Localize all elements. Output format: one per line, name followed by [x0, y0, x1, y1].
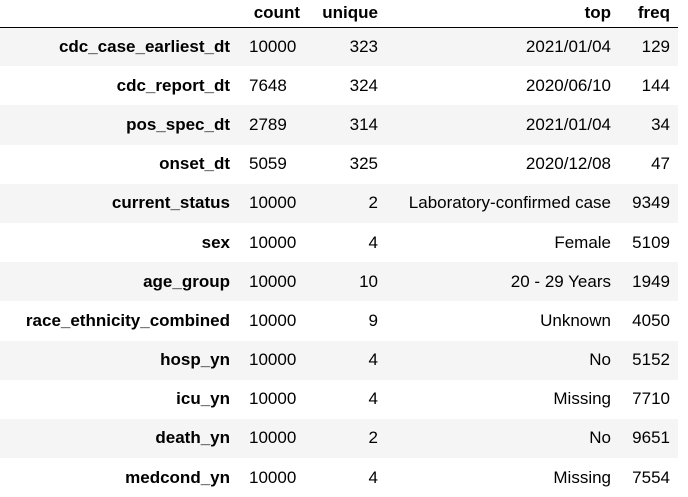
- table-header: count unique top freq: [0, 0, 678, 28]
- row-index-label: icu_yn: [176, 389, 230, 409]
- top-cell: 2020/06/10: [525, 75, 611, 95]
- count-cell: 10000: [249, 467, 297, 487]
- count-cell: 5059: [249, 154, 287, 174]
- unique-cell: 314: [349, 114, 378, 134]
- freq-cell: 34: [651, 114, 670, 134]
- table-row: age_group 10000 10 20 - 29 Years 1949: [0, 262, 678, 302]
- top-cell: No: [589, 350, 611, 370]
- top-cell: No: [589, 428, 611, 448]
- table-row: cdc_report_dt 7648 324 2020/06/10 144: [0, 66, 678, 106]
- count-cell: 10000: [249, 232, 297, 252]
- table-row: onset_dt 5059 325 2020/12/08 47: [0, 144, 678, 184]
- row-index-label: age_group: [143, 271, 230, 291]
- table-row: race_ethnicity_combined 10000 9 Unknown …: [0, 301, 678, 341]
- row-index-label: hosp_yn: [160, 350, 230, 370]
- table-body: cdc_case_earliest_dt 10000 323 2021/01/0…: [0, 27, 678, 497]
- top-cell: Female: [554, 232, 611, 252]
- table-row: cdc_case_earliest_dt 10000 323 2021/01/0…: [0, 27, 678, 67]
- freq-cell: 9349: [632, 193, 670, 213]
- freq-cell: 5152: [632, 350, 670, 370]
- column-header-unique: unique: [308, 0, 386, 28]
- count-cell: 10000: [249, 193, 297, 213]
- count-cell: 2789: [249, 114, 287, 134]
- top-cell: Unknown: [540, 310, 611, 330]
- unique-cell: 10: [359, 271, 378, 291]
- top-cell: Missing: [553, 467, 611, 487]
- column-header-freq: freq: [619, 0, 678, 28]
- row-index-label: cdc_case_earliest_dt: [58, 36, 230, 56]
- freq-cell: 47: [651, 154, 670, 174]
- freq-cell: 7554: [632, 467, 670, 487]
- table-row: medcond_yn 10000 4 Missing 7554: [0, 458, 678, 497]
- freq-cell: 4050: [632, 310, 670, 330]
- count-cell: 10000: [249, 350, 297, 370]
- unique-cell: 323: [349, 36, 378, 56]
- row-index-label: cdc_report_dt: [116, 75, 230, 95]
- row-index-label: death_yn: [155, 428, 230, 448]
- unique-cell: 9: [368, 310, 378, 330]
- row-index-label: medcond_yn: [125, 467, 230, 487]
- column-header-top: top: [386, 0, 619, 28]
- unique-cell: 325: [349, 154, 378, 174]
- row-index-label: race_ethnicity_combined: [25, 310, 230, 330]
- top-cell: 2020/12/08: [525, 154, 611, 174]
- top-cell: Missing: [553, 389, 611, 409]
- table-row: icu_yn 10000 4 Missing 7710: [0, 379, 678, 419]
- count-cell: 10000: [249, 428, 297, 448]
- column-header-count: count: [238, 0, 308, 28]
- top-cell: Laboratory-confirmed case: [408, 193, 611, 213]
- unique-cell: 4: [368, 389, 378, 409]
- table-row: death_yn 10000 2 No 9651: [0, 418, 678, 459]
- freq-cell: 144: [641, 75, 670, 95]
- unique-cell: 4: [368, 232, 378, 252]
- top-cell: 2021/01/04: [525, 36, 611, 56]
- freq-cell: 9651: [632, 428, 670, 448]
- count-cell: 10000: [249, 36, 297, 56]
- freq-cell: 129: [641, 36, 670, 56]
- count-cell: 10000: [249, 310, 297, 330]
- top-cell: 2021/01/04: [525, 114, 611, 134]
- unique-cell: 4: [368, 350, 378, 370]
- header-row: count unique top freq: [0, 0, 678, 28]
- index-header-cell: [0, 0, 238, 28]
- table-row: current_status 10000 2 Laboratory-confir…: [0, 183, 678, 223]
- count-cell: 7648: [249, 75, 287, 95]
- row-index-label: onset_dt: [159, 154, 230, 174]
- table-row: sex 10000 4 Female 5109: [0, 222, 678, 263]
- unique-cell: 2: [368, 193, 378, 213]
- freq-cell: 5109: [632, 232, 670, 252]
- unique-cell: 4: [368, 467, 378, 487]
- row-index-label: pos_spec_dt: [126, 114, 230, 134]
- count-cell: 10000: [249, 271, 297, 291]
- unique-cell: 2: [368, 428, 378, 448]
- freq-cell: 1949: [632, 271, 670, 291]
- top-cell: 20 - 29 Years: [510, 271, 611, 291]
- row-index-label: sex: [201, 232, 230, 252]
- count-cell: 10000: [249, 389, 297, 409]
- freq-cell: 7710: [632, 389, 670, 409]
- table-row: hosp_yn 10000 4 No 5152: [0, 340, 678, 380]
- unique-cell: 324: [349, 75, 378, 95]
- table-row: pos_spec_dt 2789 314 2021/01/04 34: [0, 105, 678, 145]
- row-index-label: current_status: [111, 193, 230, 213]
